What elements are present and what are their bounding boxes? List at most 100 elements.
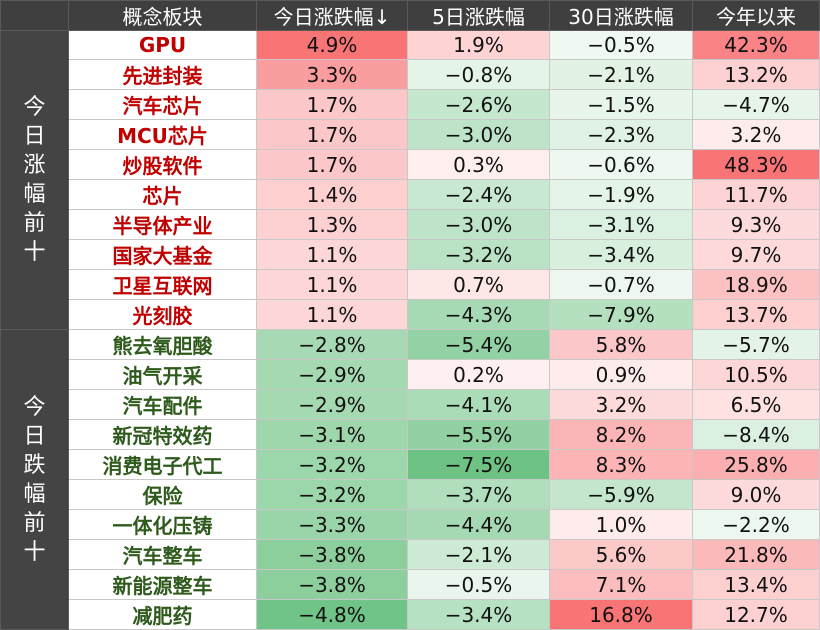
cell-sector-name[interactable]: GPU	[68, 30, 257, 60]
table-body: 今日涨幅前十 GPU 4.9% 1.9% −0.5% 42.3% 先进封装 3.3% −0.8%…	[0, 30, 820, 630]
cell-sector-name[interactable]: 芯片	[68, 179, 257, 210]
cell-30day-change: −5.9%	[549, 479, 693, 510]
cell-sector-name[interactable]: 先进封装	[68, 59, 257, 90]
cell-ytd-change: −5.7%	[692, 329, 820, 360]
cell-30day-change: −3.4%	[549, 239, 693, 270]
cell-5day-change: −7.5%	[407, 449, 550, 480]
cell-sector-name[interactable]: 减肥药	[68, 599, 257, 630]
cell-today-change: 1.7%	[256, 89, 408, 120]
cell-sector-name[interactable]: 炒股软件	[68, 149, 257, 180]
cell-sector-name[interactable]: 油气开采	[68, 359, 257, 390]
table-row[interactable]: 炒股软件 1.7% 0.3% −0.6% 48.3%	[1, 149, 820, 180]
table-row[interactable]: 今日跌幅前十 熊去氧胆酸 −2.8% −5.4% 5.8% −5.7%	[0, 329, 820, 630]
cell-30day-change: −3.1%	[549, 209, 693, 240]
table-row[interactable]: 半导体产业 1.3% −3.0% −3.1% 9.3%	[1, 209, 820, 240]
cell-sector-name[interactable]: 卫星互联网	[68, 269, 257, 300]
cell-sector-name[interactable]: 汽车配件	[68, 389, 257, 420]
cell-ytd-change: 11.7%	[692, 179, 820, 210]
table-row[interactable]: 光刻胶 1.1% −4.3% −7.9% 13.7%	[1, 299, 820, 330]
cell-ytd-change: 12.7%	[692, 599, 820, 630]
table-row[interactable]: 国家大基金 1.1% −3.2% −3.4% 9.7%	[1, 239, 820, 270]
cell-5day-change: 0.3%	[407, 149, 550, 180]
cell-today-change: −3.8%	[256, 569, 408, 600]
header-30day-change[interactable]: 30日涨跌幅	[549, 0, 693, 31]
cell-ytd-change: −2.2%	[692, 509, 820, 540]
cell-5day-change: −0.5%	[407, 569, 550, 600]
cell-5day-change: −4.1%	[407, 389, 550, 420]
table-row[interactable]: 先进封装 3.3% −0.8% −2.1% 13.2%	[1, 59, 820, 90]
cell-5day-change: −2.4%	[407, 179, 550, 210]
table-row[interactable]: 新能源整车 −3.8% −0.5% 7.1% 13.4%	[1, 569, 820, 600]
table-row[interactable]: MCU芯片 1.7% −3.0% −2.3% 3.2%	[1, 119, 820, 150]
cell-30day-change: −1.5%	[549, 89, 693, 120]
cell-30day-change: −2.1%	[549, 59, 693, 90]
table-row[interactable]: 一体化压铸 −3.3% −4.4% 1.0% −2.2%	[1, 509, 820, 540]
cell-ytd-change: 25.8%	[692, 449, 820, 480]
cell-today-change: −4.8%	[256, 599, 408, 630]
cell-ytd-change: 9.0%	[692, 479, 820, 510]
table-row[interactable]: 今日涨幅前十 GPU 4.9% 1.9% −0.5% 42.3%	[0, 30, 820, 330]
cell-today-change: 1.1%	[256, 239, 408, 270]
table-row[interactable]: 保险 −3.2% −3.7% −5.9% 9.0%	[1, 479, 820, 510]
header-today-change[interactable]: 今日涨跌幅↓	[256, 0, 408, 31]
cell-today-change: −3.3%	[256, 509, 408, 540]
cell-today-change: 1.1%	[256, 269, 408, 300]
cell-30day-change: −0.5%	[549, 30, 693, 60]
cell-ytd-change: 42.3%	[692, 30, 820, 60]
cell-sector-name[interactable]: 熊去氧胆酸	[68, 329, 257, 360]
cell-sector-name[interactable]: MCU芯片	[68, 119, 257, 150]
cell-5day-change: −3.2%	[407, 239, 550, 270]
cell-30day-change: 0.9%	[549, 359, 693, 390]
cell-ytd-change: 6.5%	[692, 389, 820, 420]
cell-sector-name[interactable]: 消费电子代工	[68, 449, 257, 480]
cell-sector-name[interactable]: 保险	[68, 479, 257, 510]
cell-30day-change: 3.2%	[549, 389, 693, 420]
cell-ytd-change: 13.4%	[692, 569, 820, 600]
cell-ytd-change: −8.4%	[692, 419, 820, 450]
cell-5day-change: −3.4%	[407, 599, 550, 630]
cell-sector-name[interactable]: 光刻胶	[68, 299, 257, 330]
cell-today-change: 1.4%	[256, 179, 408, 210]
table-row[interactable]: 汽车芯片 1.7% −2.6% −1.5% −4.7%	[1, 89, 820, 120]
cell-sector-name[interactable]: 半导体产业	[68, 209, 257, 240]
header-sector-name[interactable]: 概念板块	[68, 0, 257, 31]
cell-30day-change: 7.1%	[549, 569, 693, 600]
table-row[interactable]: 芯片 1.4% −2.4% −1.9% 11.7%	[1, 179, 820, 210]
table-row[interactable]: 新冠特效药 −3.1% −5.5% 8.2% −8.4%	[1, 419, 820, 450]
cell-today-change: 4.9%	[256, 30, 408, 60]
cell-30day-change: −7.9%	[549, 299, 693, 330]
table-row[interactable]: 卫星互联网 1.1% 0.7% −0.7% 18.9%	[1, 269, 820, 300]
cell-30day-change: 1.0%	[549, 509, 693, 540]
cell-ytd-change: 13.2%	[692, 59, 820, 90]
table-row[interactable]: 汽车配件 −2.9% −4.1% 3.2% 6.5%	[1, 389, 820, 420]
cell-sector-name[interactable]: 新冠特效药	[68, 419, 257, 450]
cell-ytd-change: −4.7%	[692, 89, 820, 120]
cell-today-change: −2.9%	[256, 359, 408, 390]
header-5day-change[interactable]: 5日涨跌幅	[407, 0, 550, 31]
group-label-top-gainers: 今日涨幅前十	[0, 30, 69, 330]
cell-sector-name[interactable]: 一体化压铸	[68, 509, 257, 540]
table-row[interactable]: 油气开采 −2.9% 0.2% 0.9% 10.5%	[1, 359, 820, 390]
cell-sector-name[interactable]: 国家大基金	[68, 239, 257, 270]
cell-ytd-change: 18.9%	[692, 269, 820, 300]
cell-sector-name[interactable]: 新能源整车	[68, 569, 257, 600]
cell-today-change: −3.8%	[256, 539, 408, 570]
table-row[interactable]: 汽车整车 −3.8% −2.1% 5.6% 21.8%	[1, 539, 820, 570]
header-ytd-change[interactable]: 今年以来	[692, 0, 820, 31]
cell-today-change: 1.7%	[256, 119, 408, 150]
cell-sector-name[interactable]: 汽车芯片	[68, 89, 257, 120]
cell-5day-change: −4.3%	[407, 299, 550, 330]
cell-5day-change: −5.4%	[407, 329, 550, 360]
cell-30day-change: −1.9%	[549, 179, 693, 210]
group-label-text: 今日跌幅前十	[23, 394, 46, 565]
cell-today-change: 1.1%	[256, 299, 408, 330]
cell-today-change: −2.8%	[256, 329, 408, 360]
cell-5day-change: 1.9%	[407, 30, 550, 60]
cell-ytd-change: 9.7%	[692, 239, 820, 270]
cell-today-change: 1.3%	[256, 209, 408, 240]
cell-ytd-change: 13.7%	[692, 299, 820, 330]
cell-sector-name[interactable]: 汽车整车	[68, 539, 257, 570]
table-row[interactable]: 减肥药 −4.8% −3.4% 16.8% 12.7%	[1, 599, 820, 630]
cell-5day-change: −3.0%	[407, 119, 550, 150]
table-row[interactable]: 消费电子代工 −3.2% −7.5% 8.3% 25.8%	[1, 449, 820, 480]
